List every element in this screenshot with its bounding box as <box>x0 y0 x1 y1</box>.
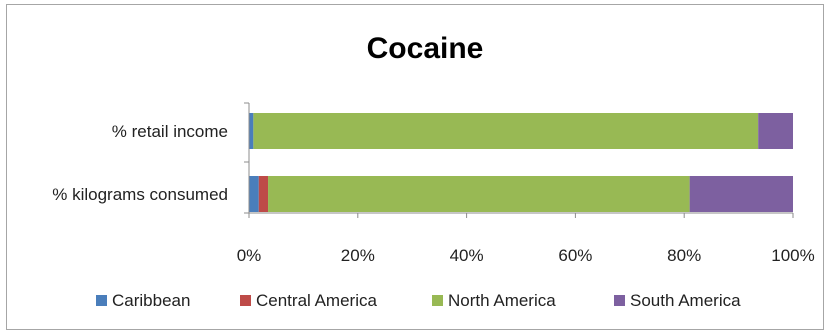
x-tick-label: 60% <box>558 246 592 265</box>
chart-title: Cocaine <box>367 32 484 65</box>
legend-item: Central America <box>240 291 377 310</box>
bar-segment <box>249 176 259 212</box>
bar-segment <box>249 113 254 149</box>
legend: Caribbean Central America North America Sou… <box>96 291 741 310</box>
legend-item: North America <box>432 291 556 310</box>
bar-segment <box>258 176 269 212</box>
bars-group <box>249 113 793 212</box>
x-tick-label: 40% <box>450 246 484 265</box>
x-axis: 0% 20% 40% 60% 80% 100% <box>237 102 815 265</box>
category-label: % kilograms consumed <box>52 185 228 204</box>
bar-segment <box>689 176 793 212</box>
legend-item: Caribbean <box>96 291 190 310</box>
legend-swatch <box>96 295 107 306</box>
x-tick-label: 100% <box>771 246 814 265</box>
chart-frame <box>6 4 824 330</box>
legend-swatch <box>614 295 625 306</box>
x-tick-label: 80% <box>667 246 701 265</box>
bar-segment <box>268 176 690 212</box>
x-tick-label: 0% <box>237 246 262 265</box>
legend-item: South America <box>614 291 741 310</box>
legend-label: South America <box>630 291 741 310</box>
x-tick-label: 20% <box>341 246 375 265</box>
bar-segment <box>253 113 759 149</box>
legend-label: North America <box>448 291 556 310</box>
bar-segment <box>758 113 793 149</box>
legend-label: Caribbean <box>112 291 190 310</box>
legend-label: Central America <box>256 291 377 310</box>
category-labels: % retail income % kilograms consumed <box>52 122 228 204</box>
legend-swatch <box>432 295 443 306</box>
category-label: % retail income <box>112 122 228 141</box>
legend-swatch <box>240 295 251 306</box>
